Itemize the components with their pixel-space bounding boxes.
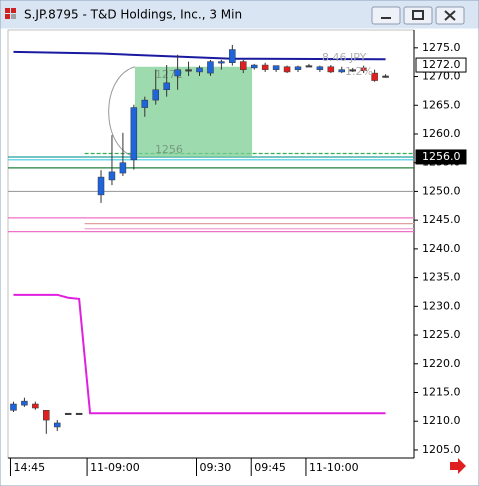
candle-body [360, 67, 367, 72]
measure-arc [108, 66, 136, 158]
candle-body [294, 66, 302, 70]
candle-body [108, 171, 116, 181]
candle-body [185, 69, 192, 72]
indicator-line [13, 50, 386, 61]
y-tick-label: 1240.0 [422, 242, 461, 255]
window-title: S.JP.8795 - T&D Holdings, Inc., 3 Min [24, 8, 242, 22]
x-tick-label: 11-10:00 [309, 461, 359, 474]
candle-body [130, 107, 138, 161]
candle-body [261, 64, 269, 70]
candle-body [240, 61, 247, 70]
y-tick-label: 1225.0 [422, 328, 461, 341]
candle-body [174, 69, 181, 77]
x-tick-label: 14:45 [13, 461, 45, 474]
x-tick-label: 09:45 [254, 461, 286, 474]
y-tick-label: 1270.0 [422, 70, 461, 83]
price-label-box [415, 149, 467, 165]
candle-body [338, 69, 346, 73]
candle-body [196, 67, 203, 73]
candle-body [250, 64, 258, 69]
scroll-arrow[interactable] [450, 458, 466, 474]
measure-change: 8.46 JPY [322, 51, 367, 64]
app-icon [5, 8, 16, 19]
candle-body [119, 162, 127, 174]
price-label-box [415, 57, 467, 73]
candle-body [283, 66, 291, 73]
candle-body [152, 89, 159, 101]
candle-body [229, 49, 236, 63]
candle-body [10, 403, 17, 411]
measure-percent: 1.2% [345, 65, 373, 78]
candle-body [218, 61, 225, 64]
y-tick-label: 1260.0 [422, 127, 461, 140]
candle-body [207, 61, 214, 74]
y-tick-label: 1275.0 [422, 41, 461, 54]
y-tick-label: 1250.0 [422, 184, 461, 197]
y-tick-label: 1230.0 [422, 299, 461, 312]
candle-body [272, 65, 280, 70]
x-tick-label: 09:30 [200, 461, 232, 474]
candle-body [141, 99, 149, 108]
candle-body [382, 75, 389, 78]
candle-body [43, 410, 50, 421]
candle-body [316, 66, 324, 70]
measure-low-label: 1256 [155, 143, 183, 156]
candle-body [64, 412, 72, 415]
measure-box [134, 66, 253, 157]
candle-body [21, 400, 28, 406]
indicator-line [13, 293, 386, 415]
window-buttons[interactable] [371, 6, 465, 25]
x-tick-label: 11-09:00 [90, 461, 140, 474]
candle-body [371, 72, 378, 81]
minimize-icon [381, 17, 391, 19]
candle-body [305, 65, 313, 68]
candle-body [32, 403, 39, 409]
y-tick-label: 1205.0 [422, 443, 461, 456]
y-tick-label: 1235.0 [422, 271, 461, 284]
candle-body [97, 176, 105, 196]
candle-body [349, 69, 356, 72]
y-tick-label: 1220.0 [422, 357, 461, 370]
candle-body [163, 82, 170, 90]
y-tick-label: 1245.0 [422, 213, 461, 226]
maximize-icon [412, 10, 424, 20]
candle-body [53, 422, 61, 428]
candle-body [327, 66, 335, 73]
candle-body [75, 412, 83, 415]
minimize-button[interactable] [371, 6, 401, 25]
close-icon [444, 10, 456, 21]
price-label: 1272.0 [422, 58, 461, 71]
price-label: 1256.0 [422, 150, 461, 163]
y-tick-label: 1265.0 [422, 98, 461, 111]
maximize-button[interactable] [403, 6, 433, 25]
y-tick-label: 1210.0 [422, 414, 461, 427]
y-tick-label: 1215.0 [422, 386, 461, 399]
